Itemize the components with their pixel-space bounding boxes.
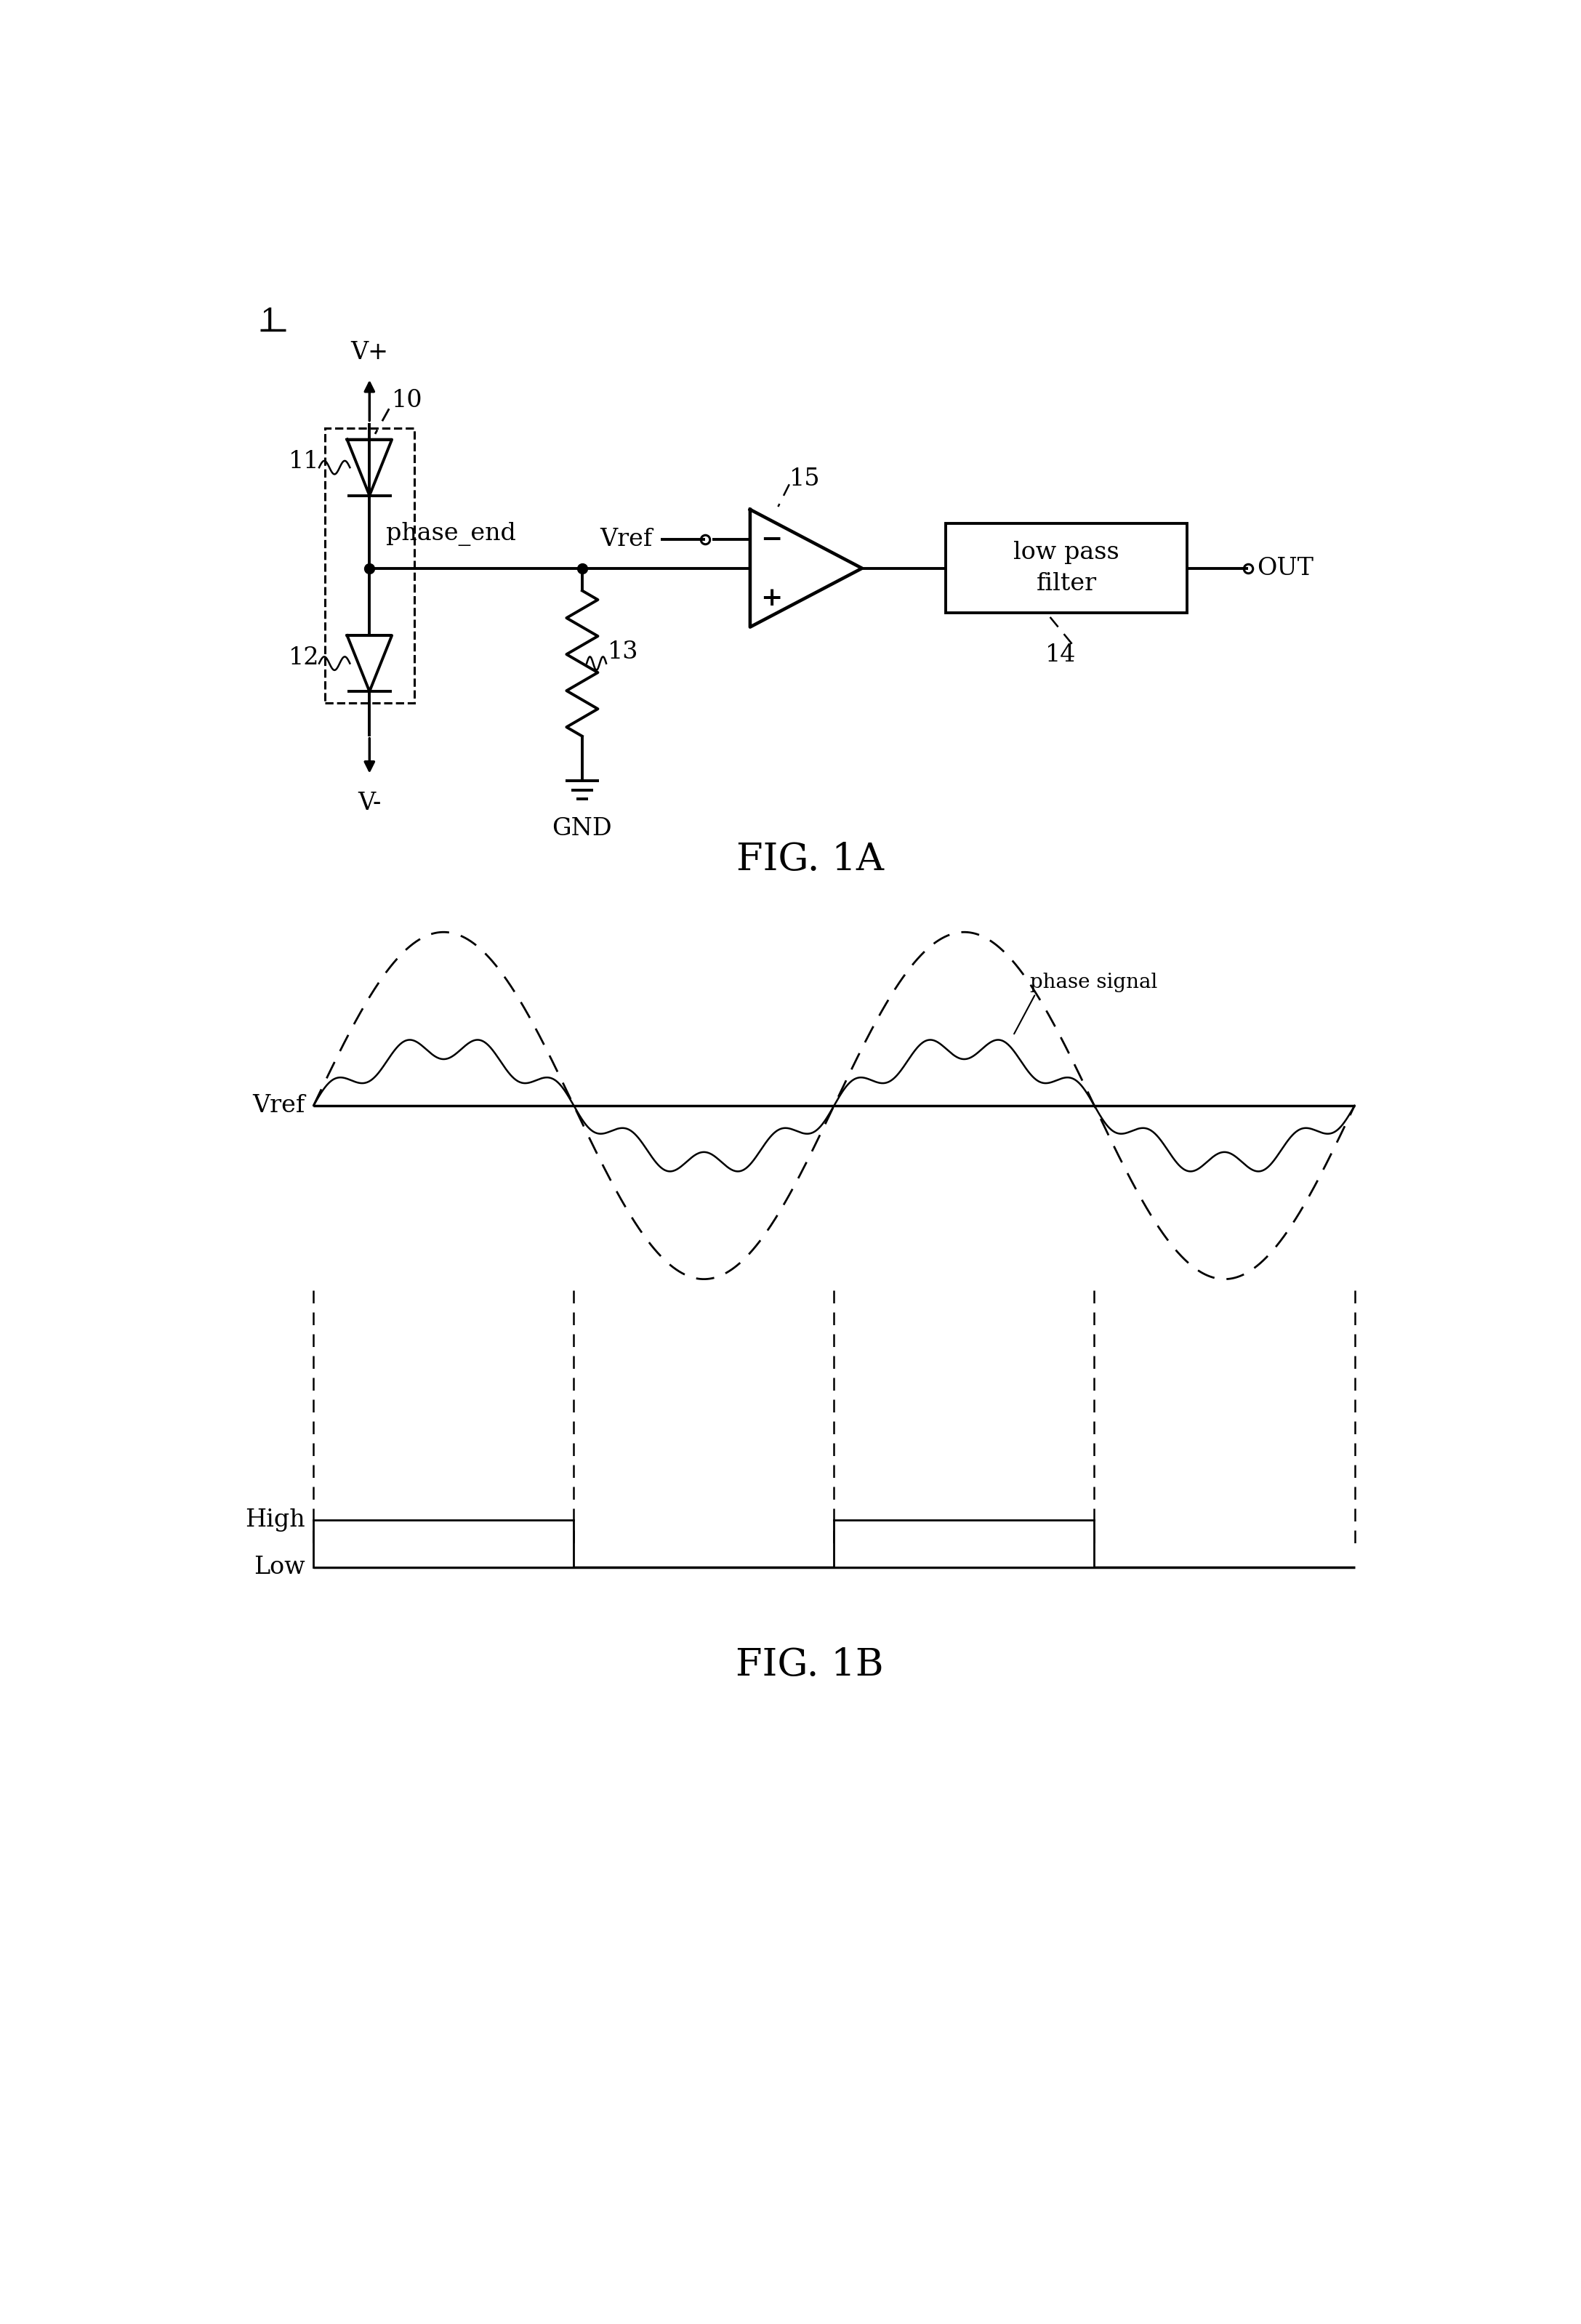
Text: Vref: Vref xyxy=(253,1095,305,1118)
Text: low pass: low pass xyxy=(1013,541,1119,565)
Text: −: − xyxy=(760,528,783,551)
Text: 10: 10 xyxy=(392,388,422,411)
Text: Vref: Vref xyxy=(599,528,651,551)
Bar xyxy=(835,1520,1094,1566)
Text: 15: 15 xyxy=(789,467,821,490)
Text: filter: filter xyxy=(1036,572,1097,595)
Text: GND: GND xyxy=(552,818,612,841)
Text: High: High xyxy=(245,1508,305,1532)
Text: phase_end: phase_end xyxy=(386,523,517,546)
Text: 1: 1 xyxy=(261,307,280,337)
Text: 13: 13 xyxy=(607,641,639,665)
Text: FIG. 1A: FIG. 1A xyxy=(737,841,884,878)
Bar xyxy=(313,1520,574,1566)
Text: FIG. 1B: FIG. 1B xyxy=(737,1648,884,1685)
Text: Low: Low xyxy=(253,1555,305,1578)
Text: 14: 14 xyxy=(1045,644,1077,667)
Text: V+: V+ xyxy=(351,342,389,365)
Text: 11: 11 xyxy=(288,451,319,474)
Text: OUT: OUT xyxy=(1257,558,1314,581)
Bar xyxy=(945,523,1187,614)
Text: phase signal: phase signal xyxy=(1029,974,1157,992)
Text: 12: 12 xyxy=(288,646,319,669)
Text: V-: V- xyxy=(357,792,381,816)
Text: +: + xyxy=(760,586,783,611)
